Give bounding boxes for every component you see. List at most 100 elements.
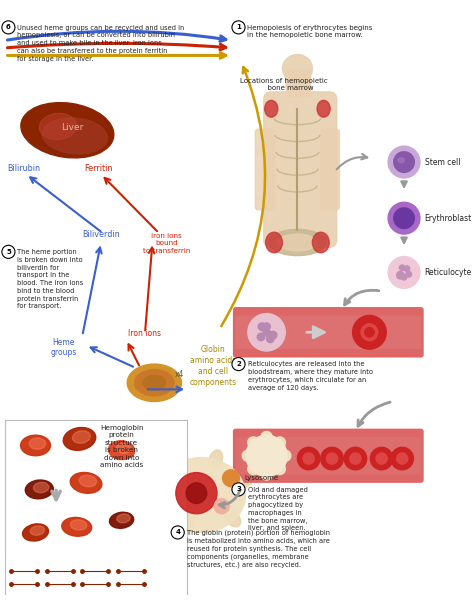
Text: Bilirubin: Bilirubin [7, 164, 40, 173]
Circle shape [350, 453, 361, 464]
Circle shape [397, 271, 404, 279]
Ellipse shape [398, 158, 404, 162]
Circle shape [2, 21, 15, 34]
Text: Globin
amino acids
and cell
components: Globin amino acids and cell components [190, 346, 237, 387]
Circle shape [242, 450, 254, 461]
Circle shape [266, 335, 274, 343]
Ellipse shape [317, 100, 330, 117]
Text: Lysosome: Lysosome [244, 475, 278, 481]
Ellipse shape [70, 520, 87, 530]
Circle shape [297, 447, 320, 470]
Circle shape [171, 526, 184, 539]
Circle shape [232, 357, 245, 371]
Text: Old and damaged
erythrocytes are
phagocytized by
macrophages in
the bone marrow,: Old and damaged erythrocytes are phagocy… [248, 486, 308, 531]
Text: The globin (protein) portion of hemoglobin
is metabolized into amino acids, whic: The globin (protein) portion of hemoglob… [187, 530, 330, 568]
Circle shape [186, 483, 207, 504]
Circle shape [394, 208, 414, 228]
Ellipse shape [79, 475, 97, 486]
Circle shape [257, 333, 264, 341]
FancyBboxPatch shape [5, 420, 187, 603]
FancyBboxPatch shape [233, 429, 424, 483]
Circle shape [388, 202, 420, 234]
Circle shape [406, 271, 411, 277]
Ellipse shape [21, 103, 114, 158]
Ellipse shape [268, 229, 327, 256]
Circle shape [353, 315, 386, 349]
Circle shape [365, 328, 374, 337]
Circle shape [327, 453, 337, 464]
Ellipse shape [209, 450, 223, 470]
Circle shape [404, 266, 410, 271]
Text: x4: x4 [175, 370, 184, 379]
Circle shape [269, 331, 277, 339]
Circle shape [401, 274, 407, 280]
FancyBboxPatch shape [233, 307, 424, 357]
Text: Erythroblast: Erythroblast [425, 213, 472, 223]
Text: 4: 4 [175, 530, 180, 536]
Circle shape [223, 470, 239, 486]
Text: 5: 5 [6, 249, 11, 255]
Circle shape [246, 435, 287, 477]
Text: Biliverdin: Biliverdin [82, 230, 120, 239]
FancyBboxPatch shape [264, 92, 337, 247]
Text: 2: 2 [236, 361, 241, 367]
Ellipse shape [29, 438, 46, 449]
Text: Liver: Liver [61, 123, 83, 132]
FancyBboxPatch shape [236, 315, 421, 349]
Text: Ferritin: Ferritin [84, 164, 112, 173]
Circle shape [370, 447, 393, 470]
Circle shape [248, 437, 259, 448]
Ellipse shape [70, 472, 102, 493]
FancyBboxPatch shape [286, 69, 310, 97]
FancyBboxPatch shape [321, 129, 339, 210]
Circle shape [248, 463, 259, 475]
Circle shape [391, 447, 413, 470]
Ellipse shape [179, 516, 193, 536]
Circle shape [376, 453, 387, 464]
Ellipse shape [278, 234, 317, 251]
Text: Iron ions: Iron ions [128, 329, 162, 338]
Circle shape [388, 256, 420, 288]
Ellipse shape [20, 435, 51, 456]
Ellipse shape [42, 118, 108, 154]
Circle shape [248, 314, 285, 351]
FancyBboxPatch shape [255, 129, 274, 210]
Ellipse shape [63, 427, 96, 450]
Circle shape [176, 472, 217, 514]
Circle shape [344, 447, 367, 470]
Circle shape [214, 499, 229, 514]
FancyBboxPatch shape [236, 437, 421, 474]
Text: Hemoglobin
protein
structure
is broken
down into
amino acids: Hemoglobin protein structure is broken d… [100, 425, 143, 469]
Circle shape [263, 328, 270, 336]
Ellipse shape [143, 375, 165, 391]
Ellipse shape [109, 441, 135, 459]
Circle shape [232, 21, 245, 34]
Text: Unused heme groups can be recycled and used in
hemopoiesis, or can be converted : Unused heme groups can be recycled and u… [17, 25, 184, 62]
Ellipse shape [145, 494, 165, 508]
Circle shape [258, 323, 265, 330]
Circle shape [388, 146, 420, 178]
Circle shape [2, 245, 15, 258]
Ellipse shape [116, 443, 131, 453]
Circle shape [274, 463, 285, 475]
Ellipse shape [224, 509, 241, 527]
Ellipse shape [109, 512, 134, 528]
Text: 6: 6 [6, 25, 11, 30]
Text: Hemopoiesis of erythrocytes begins
in the hemopoietic bone marrow.: Hemopoiesis of erythrocytes begins in th… [247, 25, 372, 38]
Circle shape [263, 323, 270, 330]
Text: Locations of hemopoietic
      bone marrow: Locations of hemopoietic bone marrow [239, 78, 327, 92]
Ellipse shape [234, 474, 253, 488]
Text: Stem cell: Stem cell [425, 157, 460, 167]
Ellipse shape [283, 55, 312, 82]
Ellipse shape [312, 232, 329, 253]
Circle shape [400, 265, 405, 271]
Ellipse shape [264, 100, 278, 117]
Text: The heme portion
is broken down into
biliverdin for
transport in the
blood. The : The heme portion is broken down into bil… [17, 249, 83, 309]
Text: Heme
groups: Heme groups [50, 338, 77, 357]
Ellipse shape [30, 526, 45, 535]
Ellipse shape [73, 430, 91, 443]
Circle shape [261, 432, 272, 443]
Circle shape [232, 483, 245, 496]
Ellipse shape [62, 517, 91, 536]
Text: 3: 3 [236, 486, 241, 493]
